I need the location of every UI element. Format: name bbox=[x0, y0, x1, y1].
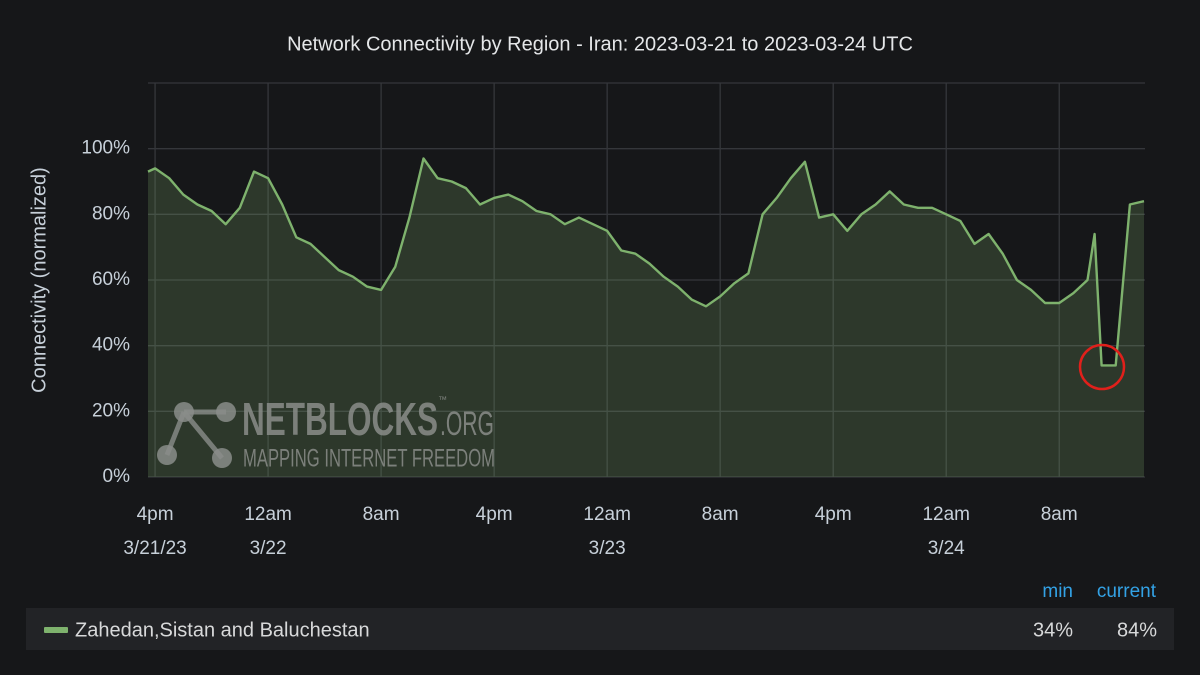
x-tick-label: 3/23 bbox=[589, 538, 626, 559]
annotation-circle bbox=[1078, 343, 1126, 391]
y-tick-label: 20% bbox=[92, 400, 130, 421]
x-tick-label: 4pm bbox=[815, 504, 852, 525]
y-tick-label: 0% bbox=[103, 466, 131, 487]
watermark-node bbox=[174, 402, 194, 422]
series-line bbox=[147, 157, 1145, 367]
legend-stat: 84% bbox=[1117, 619, 1157, 641]
watermark-brand: NETBLOCKS bbox=[242, 393, 438, 445]
watermark-suffix: .ORG bbox=[440, 405, 494, 443]
legend-row bbox=[26, 608, 1174, 650]
x-tick-label: 12am bbox=[244, 504, 292, 525]
y-tick-label: 60% bbox=[92, 269, 130, 290]
x-tick-label: 3/24 bbox=[928, 538, 965, 559]
legend-swatch bbox=[44, 627, 68, 633]
y-tick-label: 100% bbox=[81, 138, 130, 159]
x-tick-label: 8am bbox=[702, 504, 739, 525]
x-tick-label: 12am bbox=[583, 504, 631, 525]
x-tick-label: 8am bbox=[1041, 504, 1078, 525]
x-tick-label: 12am bbox=[922, 504, 970, 525]
legend-label: Zahedan,Sistan and Baluchestan bbox=[75, 619, 370, 641]
x-tick-label: 8am bbox=[363, 504, 400, 525]
x-tick-label: 4pm bbox=[137, 504, 174, 525]
watermark-tagline: MAPPING INTERNET FREEDOM bbox=[243, 445, 495, 473]
legend-header: current bbox=[1097, 581, 1157, 602]
x-tick-label: 4pm bbox=[476, 504, 513, 525]
y-tick-label: 40% bbox=[92, 335, 130, 356]
watermark-node bbox=[216, 402, 236, 422]
chart-title: Network Connectivity by Region - Iran: 2… bbox=[287, 33, 913, 55]
watermark-tm: ™ bbox=[438, 394, 447, 404]
x-tick-label: 3/22 bbox=[250, 538, 287, 559]
series-area bbox=[148, 158, 1144, 477]
legend-header: min bbox=[1042, 581, 1073, 602]
y-tick-label: 80% bbox=[92, 203, 130, 224]
watermark-node bbox=[157, 445, 177, 465]
y-axis-label: Connectivity (normalized) bbox=[28, 167, 50, 393]
watermark-node bbox=[212, 448, 232, 468]
legend-stat: 34% bbox=[1033, 619, 1073, 641]
x-tick-label: 3/21/23 bbox=[123, 538, 186, 559]
